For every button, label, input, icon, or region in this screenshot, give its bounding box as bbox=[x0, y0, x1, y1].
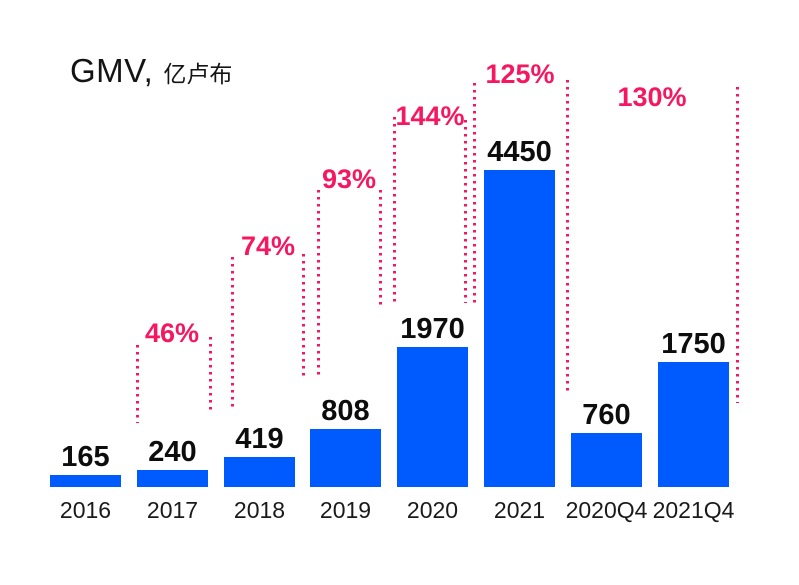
growth-dotted-line bbox=[464, 120, 467, 303]
bar-2020 bbox=[397, 347, 468, 487]
bar-value-label-2021Q4: 1750 bbox=[661, 328, 726, 360]
growth-label-2021Q4: 130% bbox=[617, 82, 687, 112]
chart-title: GMV, 亿卢布 bbox=[70, 52, 232, 90]
growth-dotted-line bbox=[473, 83, 476, 303]
x-axis-label-2017: 2017 bbox=[146, 497, 199, 523]
bar-value-label-2020Q4: 760 bbox=[582, 399, 631, 431]
chart-title-main: GMV, bbox=[70, 52, 154, 89]
bar-2019 bbox=[310, 429, 381, 487]
growth-dotted-line bbox=[393, 117, 396, 303]
bar-value-label-2021: 4450 bbox=[487, 136, 552, 168]
bar-value-label-2016: 165 bbox=[61, 441, 110, 473]
growth-dotted-line bbox=[379, 190, 382, 307]
growth-dotted-line bbox=[136, 345, 139, 423]
bar-value-label-2019: 808 bbox=[321, 395, 370, 427]
bar-2021Q4 bbox=[658, 362, 729, 487]
growth-label-2020: 144% bbox=[395, 101, 465, 131]
growth-dotted-line bbox=[302, 254, 305, 377]
growth-dotted-line bbox=[231, 257, 234, 407]
bar-2021 bbox=[484, 170, 555, 487]
x-axis-label-2021: 2021 bbox=[493, 497, 546, 523]
x-axis-label-2018: 2018 bbox=[233, 497, 286, 523]
growth-label-2018: 74% bbox=[240, 231, 296, 261]
growth-label-2021: 125% bbox=[485, 59, 555, 89]
x-axis-label-2016: 2016 bbox=[59, 497, 112, 523]
bar-2016 bbox=[50, 475, 121, 487]
growth-dotted-line bbox=[566, 80, 569, 395]
x-axis-label-2019: 2019 bbox=[319, 497, 372, 523]
bar-value-label-2018: 419 bbox=[235, 423, 284, 455]
growth-label-2019: 93% bbox=[321, 164, 377, 194]
growth-label-2017: 46% bbox=[144, 318, 200, 348]
x-axis-label-2020: 2020 bbox=[406, 497, 459, 523]
chart-title-unit: 亿卢布 bbox=[163, 61, 233, 87]
bar-value-label-2020: 1970 bbox=[400, 313, 465, 345]
bar-2017 bbox=[137, 470, 208, 487]
x-axis-label-2021Q4: 2021Q4 bbox=[652, 497, 735, 523]
growth-dotted-line bbox=[317, 190, 320, 377]
x-axis-label-2020Q4: 2020Q4 bbox=[565, 497, 648, 523]
bar-2018 bbox=[224, 457, 295, 487]
bar-2020Q4 bbox=[571, 433, 642, 487]
growth-dotted-line bbox=[209, 337, 212, 410]
growth-dotted-line bbox=[736, 87, 739, 403]
bar-value-label-2017: 240 bbox=[148, 436, 197, 468]
